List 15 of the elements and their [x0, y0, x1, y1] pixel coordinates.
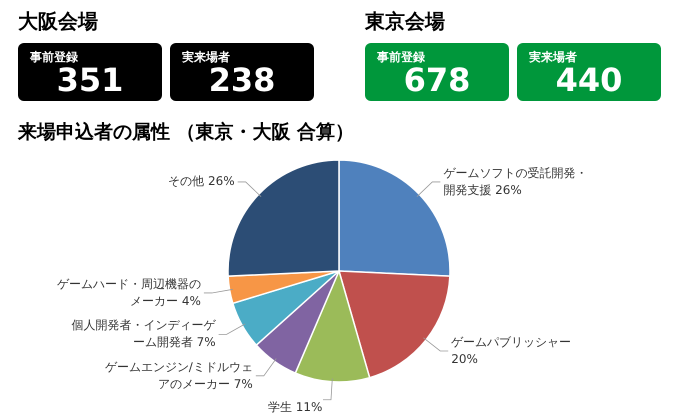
category-label: 実来場者	[529, 49, 577, 66]
slice-label: 学生 11%	[268, 399, 322, 416]
slice-label: ゲームソフトの受託開発・開発支援 26%	[443, 164, 588, 199]
category-label: 事前登録	[377, 49, 425, 66]
chart-title: 来場申込者の属性 （東京・大阪 合算）	[18, 120, 354, 145]
text: 大阪会場	[18, 8, 98, 35]
slice-label: ゲームエンジン/ミドルウェアのメーカー 7%	[104, 358, 253, 393]
data-label: 20%	[451, 352, 478, 366]
slice-label: ゲームパブリッシャー	[451, 334, 572, 349]
slice-label: その他 26%	[167, 173, 235, 190]
text: 東京会場	[365, 8, 445, 35]
category-label: 実来場者	[182, 49, 230, 66]
category-label: 事前登録	[30, 49, 78, 66]
slice-label: 個人開発者・インディーゲーム開発者 7%	[70, 317, 216, 352]
slice-label: ゲームハード・周辺機器のメーカー 4%	[56, 276, 201, 310]
